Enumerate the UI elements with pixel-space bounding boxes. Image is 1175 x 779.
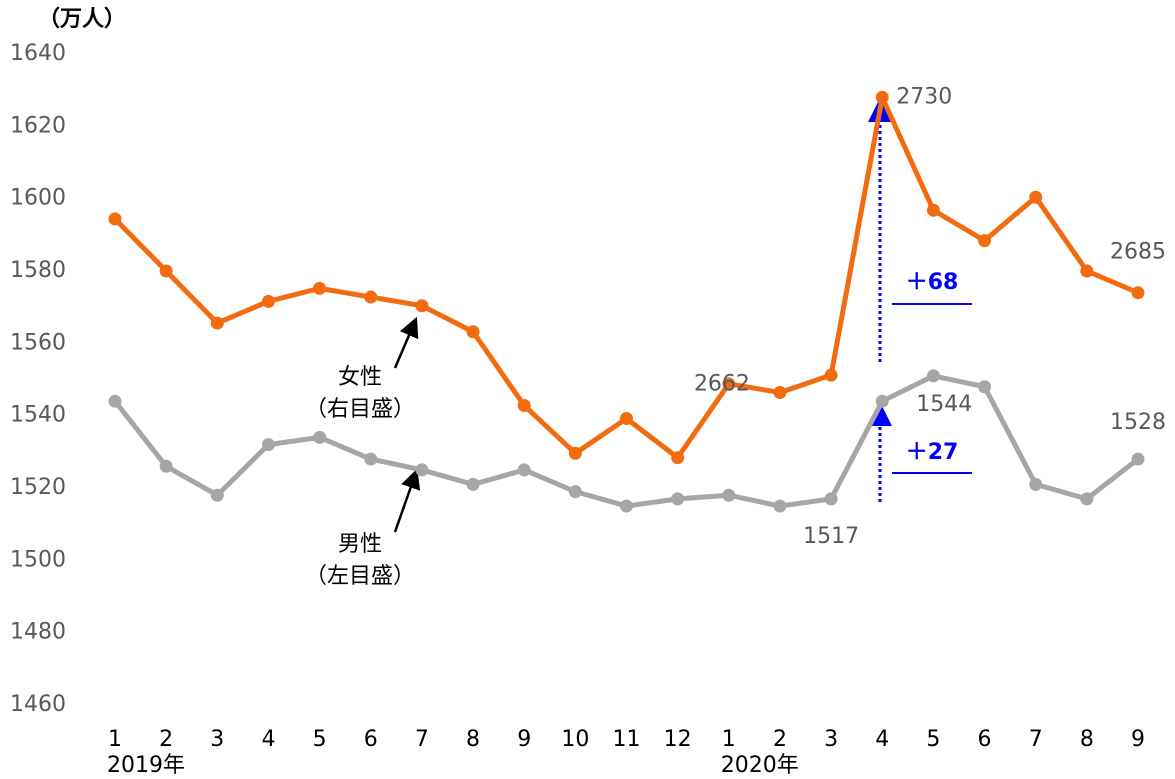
data-point	[1080, 492, 1094, 506]
data-point	[1029, 190, 1043, 204]
data-point	[1029, 477, 1043, 491]
y-tick-label: 1520	[10, 475, 66, 500]
x-tick-label: 1	[108, 727, 122, 752]
data-point	[364, 452, 378, 466]
data-point	[568, 485, 582, 499]
data-point	[108, 394, 122, 408]
data-label: 2730	[896, 84, 952, 109]
series-note: （左目盛）	[305, 564, 415, 589]
series-label: 女性	[338, 365, 382, 390]
unit-label: （万人）	[38, 7, 126, 32]
data-point	[466, 477, 480, 491]
data-point	[1131, 452, 1145, 466]
x-tick-label: 12	[664, 727, 692, 752]
x-tick-label: 1	[722, 727, 736, 752]
data-point	[108, 212, 122, 226]
data-point	[517, 463, 531, 477]
x-tick-label: 2	[159, 727, 173, 752]
y-tick-label: 1640	[10, 41, 66, 66]
data-point	[875, 394, 889, 408]
x-tick-label: 8	[466, 727, 480, 752]
data-point	[671, 492, 685, 506]
data-point	[1080, 264, 1094, 278]
x-tick-label: 7	[1029, 727, 1043, 752]
y-tick-label: 1500	[10, 547, 66, 572]
data-point	[261, 294, 275, 308]
pointer	[393, 316, 419, 369]
x-tick-label: 11	[613, 727, 641, 752]
y-tick-label: 1560	[10, 330, 66, 355]
data-point	[466, 325, 480, 339]
data-point	[313, 281, 327, 295]
data-point	[261, 438, 275, 452]
data-label: 2685	[1110, 240, 1166, 265]
series-label: 男性	[338, 532, 382, 557]
y-tick-label: 1540	[10, 403, 66, 428]
annotation: ＋68	[906, 270, 959, 295]
x-tick-label: 10	[561, 727, 589, 752]
data-label: 2662	[694, 372, 750, 397]
data-point	[773, 386, 787, 400]
data-point	[926, 203, 940, 217]
series-line	[113, 94, 1139, 461]
y-tick-label: 1480	[10, 620, 66, 645]
data-point	[722, 377, 736, 391]
y-tick-label: 1620	[10, 113, 66, 138]
data-point	[978, 234, 992, 248]
data-point	[415, 463, 429, 477]
data-point	[978, 380, 992, 394]
series-note: （右目盛）	[305, 397, 415, 422]
x-tick-label: 3	[824, 727, 838, 752]
x-tick-label: 6	[364, 727, 378, 752]
x-tick-label: 4	[875, 727, 889, 752]
data-point	[722, 488, 736, 502]
x-tick-label: 5	[926, 727, 940, 752]
data-point	[568, 446, 582, 460]
data-point	[671, 451, 685, 465]
pointer	[393, 468, 421, 533]
year-label: 2019年	[107, 753, 185, 778]
data-point	[773, 499, 787, 513]
data-point	[313, 430, 327, 444]
data-point	[875, 90, 889, 104]
data-label: 1528	[1110, 410, 1166, 435]
y-tick-label: 1600	[10, 186, 66, 211]
data-point	[364, 290, 378, 304]
y-tick-label: 1580	[10, 258, 66, 283]
data-point	[415, 299, 429, 313]
data-point	[517, 399, 531, 413]
x-tick-label: 4	[261, 727, 275, 752]
x-tick-label: 9	[1131, 727, 1145, 752]
data-point	[926, 369, 940, 383]
year-label: 2020年	[721, 753, 799, 778]
data-point	[159, 264, 173, 278]
x-tick-label: 3	[210, 727, 224, 752]
x-tick-label: 9	[517, 727, 531, 752]
data-point	[210, 488, 224, 502]
x-tick-label: 2	[773, 727, 787, 752]
data-label: 1544	[916, 392, 972, 417]
data-point	[210, 316, 224, 330]
x-tick-label: 7	[415, 727, 429, 752]
data-point	[824, 368, 838, 382]
data-point	[1131, 286, 1145, 300]
x-tick-label: 6	[978, 727, 992, 752]
data-point	[620, 412, 633, 426]
data-point	[159, 459, 173, 473]
data-point	[620, 499, 633, 513]
data-label: 1517	[803, 524, 859, 549]
x-tick-label: 5	[313, 727, 327, 752]
y-tick-label: 1460	[10, 692, 66, 717]
annotation: ＋27	[906, 440, 959, 465]
x-tick-label: 8	[1080, 727, 1094, 752]
data-point	[824, 492, 838, 506]
